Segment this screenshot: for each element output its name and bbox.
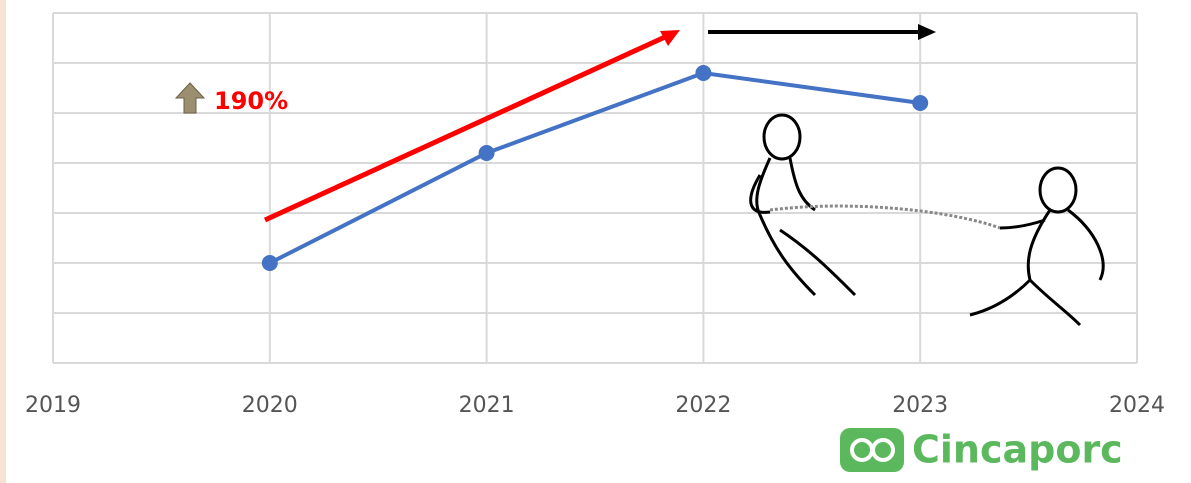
logo: Cincaporc <box>840 428 1123 472</box>
logo-text: Cincaporc <box>912 428 1123 472</box>
edge-strip <box>0 0 6 483</box>
plot <box>261 65 929 271</box>
x-tick-label: 2023 <box>892 393 948 418</box>
grid: 2019 2020 2021 2022 2023 2024 <box>25 12 1165 418</box>
series-line <box>268 70 921 265</box>
point <box>478 145 495 161</box>
x-tick-label: 2021 <box>459 393 515 418</box>
arrow-head <box>660 30 680 46</box>
x-tick-label: 2024 <box>1109 393 1165 418</box>
arrow-head <box>918 24 936 40</box>
point <box>261 255 278 271</box>
point <box>695 65 712 81</box>
trend-arrow <box>263 34 667 223</box>
x-tick-label: 2019 <box>25 393 81 418</box>
tug-of-war-figures <box>749 113 1105 327</box>
x-tick-label: 2022 <box>675 393 731 418</box>
up-icon <box>174 82 206 114</box>
annotation: 190% <box>214 87 288 115</box>
x-tick-label: 2020 <box>242 393 298 418</box>
point <box>912 95 929 111</box>
